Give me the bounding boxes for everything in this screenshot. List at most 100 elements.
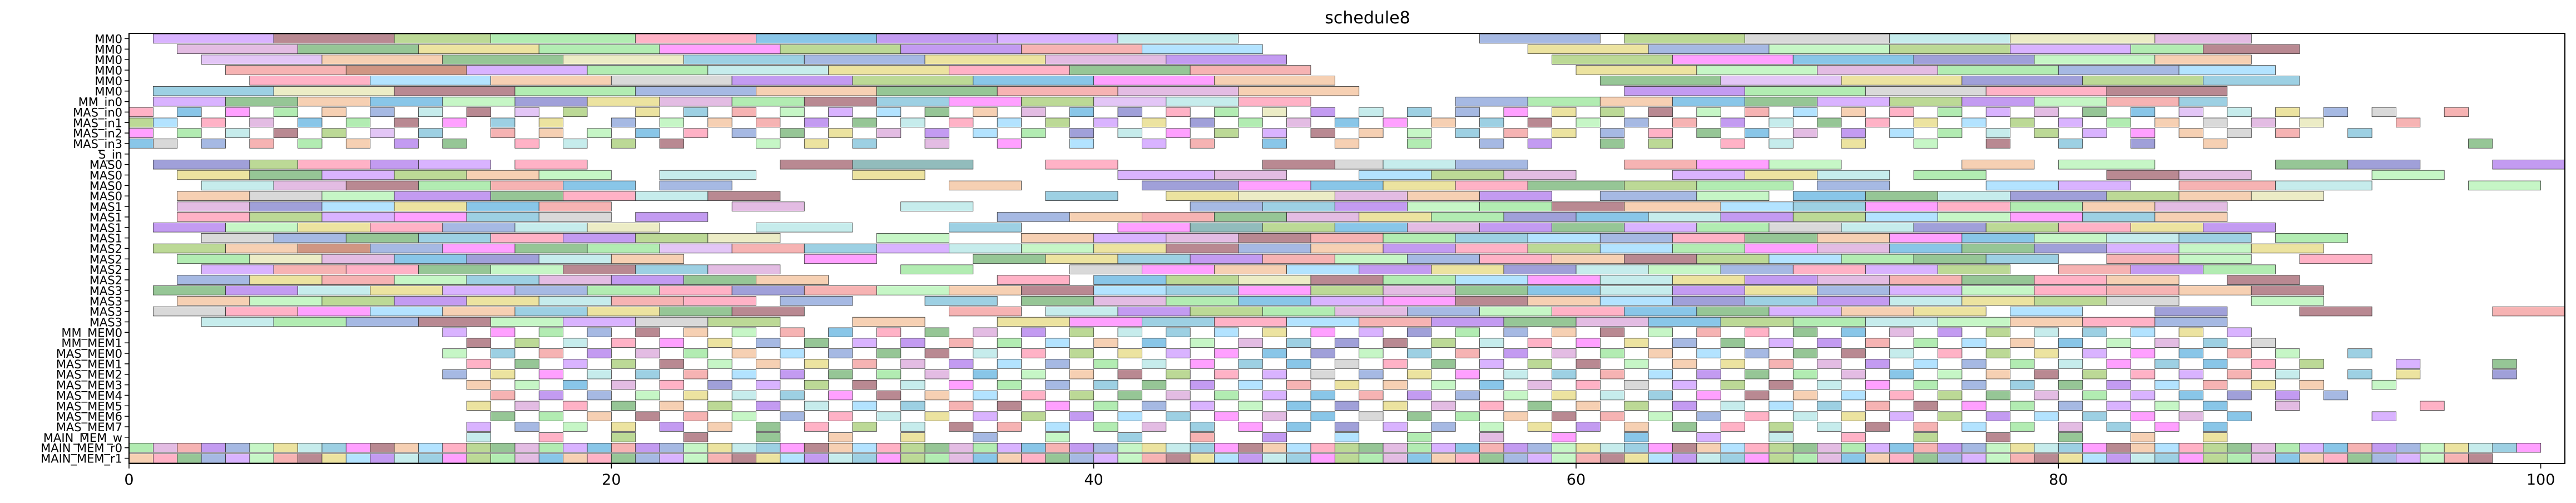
task-bar [2251, 338, 2276, 348]
task-bar [1069, 348, 1094, 358]
chart-title: schedule8 [1325, 8, 1410, 28]
task-bar [780, 107, 805, 117]
task-bar [731, 96, 805, 107]
task-bar [587, 65, 709, 75]
task-bar [1431, 317, 1504, 327]
task-bar [345, 139, 371, 149]
task-bar [1720, 139, 1745, 149]
task-bar [1624, 254, 1697, 264]
task-bar [587, 243, 660, 254]
task-bar [659, 379, 684, 390]
task-bar [1792, 453, 1818, 463]
task-bar [1141, 212, 1215, 222]
task-bar [1552, 55, 1673, 65]
task-bar [1141, 44, 1263, 55]
task-bar [1696, 254, 1770, 264]
task-bar [1792, 317, 1866, 327]
task-bar [900, 432, 925, 442]
task-bar [321, 275, 395, 285]
task-bar [635, 317, 709, 327]
task-bar [707, 264, 781, 274]
task-bar [128, 443, 153, 453]
y-tick-label: MAS2 [90, 243, 122, 256]
task-bar [1599, 327, 1625, 338]
task-bar [1938, 411, 1963, 421]
task-bar [2227, 390, 2252, 401]
task-bar [1576, 422, 1601, 432]
task-bar [1455, 411, 1480, 421]
task-bar [2082, 390, 2107, 401]
task-bar [514, 359, 539, 369]
task-bar [731, 453, 756, 463]
task-bar [2203, 422, 2228, 432]
task-bar [1624, 201, 1721, 211]
task-bar [1865, 443, 1890, 453]
task-bar [1672, 296, 1745, 306]
task-bar [1961, 401, 1987, 411]
task-bar [152, 443, 178, 453]
task-bar [394, 212, 467, 222]
task-bar [1093, 401, 1118, 411]
task-bar [2420, 453, 2445, 463]
task-bar [1262, 223, 1335, 233]
task-bar [1817, 275, 1890, 285]
task-bar [900, 453, 925, 463]
task-bar [1021, 443, 1046, 453]
task-bar [1455, 180, 1528, 191]
task-bar [1406, 453, 1432, 463]
task-bar [466, 338, 491, 348]
task-bar [321, 170, 395, 180]
task-bar [201, 317, 274, 327]
task-bar [2106, 243, 2179, 254]
task-bar [852, 443, 877, 453]
task-bar [1334, 432, 1360, 442]
task-bar [491, 76, 612, 86]
task-bar [804, 338, 829, 348]
task-bar [1624, 86, 1745, 96]
task-bar [1093, 296, 1167, 306]
task-bar [1334, 359, 1360, 369]
task-bar [1141, 338, 1167, 348]
task-bar [1696, 348, 1721, 358]
task-bar [1985, 327, 2010, 338]
task-bar [1745, 233, 1818, 243]
task-bar [514, 338, 539, 348]
task-bar [514, 243, 588, 254]
task-bar [1214, 327, 1239, 338]
task-bar [1093, 243, 1167, 254]
task-bar [370, 128, 395, 138]
task-bar [1576, 264, 1649, 274]
task-bar [1503, 107, 1528, 117]
task-bar [1792, 55, 1914, 65]
y-tick-label: MAS0 [90, 159, 122, 172]
task-bar [707, 317, 781, 327]
task-bar [345, 65, 467, 75]
task-bar [900, 359, 925, 369]
task-bar [707, 117, 732, 128]
task-bar [1069, 65, 1191, 75]
task-bar [1166, 443, 1191, 453]
task-bar [2371, 411, 2396, 421]
task-bar [756, 338, 781, 348]
task-bar [466, 107, 491, 117]
task-bar [1359, 264, 1432, 274]
task-bar [538, 44, 660, 55]
task-bar [538, 390, 564, 401]
task-bar [2371, 379, 2396, 390]
task-bar [2468, 453, 2493, 463]
task-bar [611, 359, 636, 369]
task-bar [1069, 453, 1094, 463]
task-bar [2106, 170, 2179, 180]
task-bar [1841, 411, 1866, 421]
task-bar [1696, 128, 1721, 138]
task-bar [1768, 44, 1890, 55]
y-tick-label: MAIN_MEM_w [43, 431, 122, 445]
task-bar [1214, 107, 1239, 117]
task-bar [1841, 348, 1866, 358]
task-bar [635, 212, 709, 222]
task-bar [1745, 327, 1770, 338]
task-bar [1913, 453, 1938, 463]
task-bar [949, 243, 1022, 254]
task-bar [1479, 254, 1553, 264]
task-bar [852, 317, 925, 327]
